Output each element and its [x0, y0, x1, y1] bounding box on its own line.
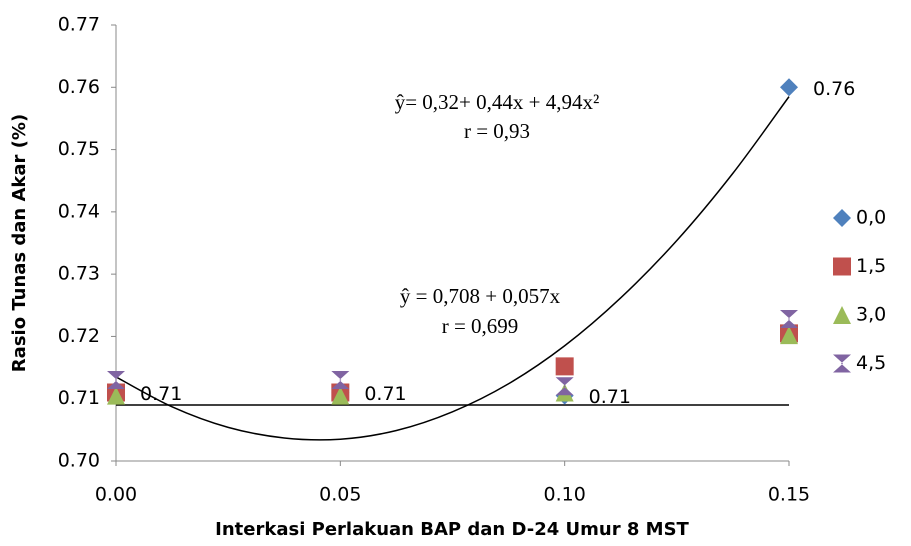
x-tick-label: 0.05	[319, 484, 361, 506]
legend-marker	[833, 306, 851, 324]
y-tick-label: 0.70	[58, 450, 100, 472]
legend-label: 0,0	[856, 207, 886, 229]
point	[107, 386, 125, 405]
x-axis-title: Interkasi Perlakuan BAP dan D-24 Umur 8 …	[215, 519, 689, 540]
y-tick-label: 0.76	[58, 76, 100, 98]
y-tick-label: 0.73	[58, 263, 100, 285]
data-label: 0.71	[364, 383, 406, 405]
point	[331, 386, 350, 405]
point	[555, 377, 574, 396]
data-label: 0.76	[813, 78, 855, 100]
y-tick-label: 0.75	[58, 138, 100, 160]
data-label: 0.71	[589, 386, 631, 408]
point	[780, 78, 798, 97]
legend-marker	[833, 354, 851, 373]
annotation: ŷ= 0,32+ 0,44x + 4,94x²	[395, 90, 600, 114]
point	[780, 309, 798, 328]
y-axis-title: Rasio Tunas dan Akar (%)	[9, 114, 30, 372]
point	[555, 357, 574, 376]
x-tick-label: 0.00	[95, 484, 137, 506]
legend-label: 1,5	[856, 255, 886, 277]
y-tick-label: 0.77	[58, 14, 100, 36]
y-tick-label: 0.72	[58, 325, 100, 347]
legend-label: 4,5	[856, 352, 886, 374]
legend-label: 3,0	[856, 304, 886, 326]
point	[331, 371, 350, 390]
data-label: 0.71	[140, 383, 182, 405]
y-tick-label: 0.71	[58, 387, 100, 409]
legend-marker	[833, 209, 851, 227]
x-tick-label: 0.10	[544, 484, 586, 506]
annotation: r = 0,93	[464, 119, 530, 143]
annotation: r = 0,699	[442, 314, 519, 338]
point	[780, 326, 798, 345]
legend-marker	[833, 257, 851, 276]
point	[107, 371, 125, 390]
trendline	[115, 96, 790, 441]
annotation: ŷ = 0,708 + 0,057x	[400, 284, 561, 308]
y-tick-label: 0.74	[58, 200, 100, 222]
x-tick-label: 0.15	[768, 484, 810, 506]
